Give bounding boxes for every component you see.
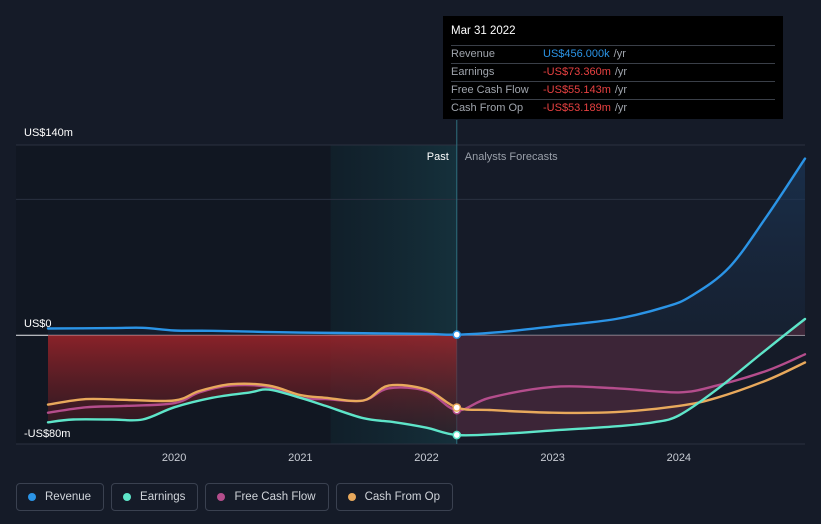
series-marker bbox=[452, 430, 462, 440]
tooltip-unit: /yr bbox=[613, 48, 626, 60]
x-axis-tick-label: 2022 bbox=[414, 452, 438, 464]
x-axis-tick-label: 2020 bbox=[162, 452, 186, 464]
tooltip: Mar 31 2022 Revenue US$456.000k /yr Earn… bbox=[443, 16, 783, 119]
tooltip-label: Earnings bbox=[451, 66, 495, 78]
tooltip-row-earnings: Earnings -US$73.360m /yr bbox=[451, 64, 775, 82]
tooltip-value: -US$73.360m bbox=[543, 66, 611, 78]
tooltip-value: -US$55.143m bbox=[543, 84, 611, 96]
legend: Revenue Earnings Free Cash Flow Cash Fro… bbox=[16, 483, 454, 511]
tooltip-unit: /yr bbox=[614, 84, 628, 96]
tooltip-date: Mar 31 2022 bbox=[451, 23, 775, 46]
legend-item-earnings[interactable]: Earnings bbox=[111, 483, 199, 511]
tooltip-label: Cash From Op bbox=[451, 102, 524, 114]
tooltip-row-revenue: Revenue US$456.000k /yr bbox=[451, 46, 775, 64]
past-label: Past bbox=[427, 151, 449, 163]
tooltip-value: US$456.000k bbox=[543, 48, 610, 60]
legend-label: Revenue bbox=[45, 491, 92, 503]
legend-item-free-cash-flow[interactable]: Free Cash Flow bbox=[205, 483, 329, 511]
x-axis-tick-label: 2023 bbox=[540, 452, 564, 464]
x-axis-tick-label: 2024 bbox=[667, 452, 691, 464]
legend-item-revenue[interactable]: Revenue bbox=[16, 483, 105, 511]
earnings-area-forecast bbox=[456, 319, 805, 436]
series-line-revenue bbox=[46, 157, 807, 336]
x-axis-tick-label: 2021 bbox=[288, 452, 312, 464]
legend-label: Earnings bbox=[140, 491, 186, 503]
tooltip-row-cash-from-op: Cash From Op -US$53.189m /yr bbox=[451, 100, 775, 117]
legend-dot-icon bbox=[123, 493, 132, 501]
y-axis-bottom-label: -US$80m bbox=[24, 428, 70, 440]
y-axis-zero-label: US$0 bbox=[24, 318, 52, 330]
series-line-cash-from-op bbox=[46, 361, 807, 415]
series-marker bbox=[452, 330, 462, 339]
tooltip-value: -US$53.189m bbox=[543, 102, 611, 114]
forecast-label: Analysts Forecasts bbox=[465, 151, 558, 163]
y-axis-top-label: US$140m bbox=[24, 127, 73, 139]
tooltip-label: Free Cash Flow bbox=[451, 84, 529, 96]
legend-item-cash-from-op[interactable]: Cash From Op bbox=[335, 483, 454, 511]
series-line-earnings bbox=[46, 317, 807, 437]
legend-label: Free Cash Flow bbox=[234, 491, 316, 503]
tooltip-row-free-cash-flow: Free Cash Flow -US$55.143m /yr bbox=[451, 82, 775, 100]
legend-dot-icon bbox=[28, 493, 36, 501]
tooltip-unit: /yr bbox=[614, 102, 628, 114]
series-line-free-cash-flow bbox=[46, 353, 807, 414]
tooltip-unit: /yr bbox=[614, 66, 628, 78]
tooltip-label: Revenue bbox=[451, 48, 496, 60]
legend-dot-icon bbox=[347, 493, 356, 501]
series-marker bbox=[452, 403, 462, 412]
legend-label: Cash From Op bbox=[364, 491, 441, 503]
legend-dot-icon bbox=[217, 493, 226, 501]
revenue-area bbox=[48, 158, 805, 336]
